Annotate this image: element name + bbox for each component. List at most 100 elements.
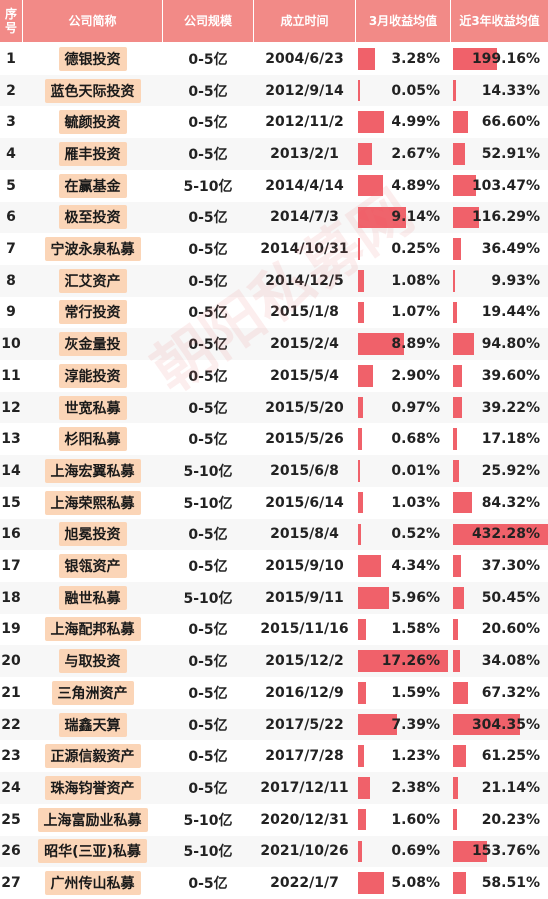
row-number: 2 xyxy=(6,82,16,99)
ret3y-cell: 199.16% xyxy=(453,48,548,70)
founded-date: 2015/8/4 xyxy=(270,526,339,543)
company-name: 上海荣熙私募 xyxy=(44,490,141,515)
ret3y-cell: 36.49% xyxy=(453,238,548,260)
ret3y-bar xyxy=(453,333,474,355)
ret3y-cell: 103.47% xyxy=(453,174,548,197)
company-name: 常行投资 xyxy=(58,300,127,325)
ret3m-value: 8.89% xyxy=(391,336,440,353)
company-name: 上海宏翼私募 xyxy=(44,458,141,483)
ret3m-cell: 4.34% xyxy=(358,555,448,577)
founded-date: 2017/12/11 xyxy=(260,779,349,796)
company-name: 在赢基金 xyxy=(58,173,127,198)
ret3m-bar xyxy=(358,840,362,863)
company-scale: 0-5亿 xyxy=(188,337,228,354)
ret3m-value: 1.60% xyxy=(391,811,440,828)
company-name: 三角洲资产 xyxy=(51,680,134,705)
company-name-cell: 雁丰投资 xyxy=(23,138,162,170)
company-name-cell: 与取投资 xyxy=(23,645,162,677)
ret3m-value: 9.14% xyxy=(391,209,440,226)
company-name: 汇艾资产 xyxy=(58,268,127,293)
ret3m-cell: 0.69% xyxy=(358,840,448,863)
ret3m-cell: 5.08% xyxy=(358,872,448,894)
founded-date: 2015/5/20 xyxy=(265,399,344,416)
ret3y-bar xyxy=(453,650,461,672)
ret3y-value: 36.49% xyxy=(481,241,540,258)
table-row: 25 上海富励业私募 5-10亿 2020/12/31 1.60% 20.23% xyxy=(0,804,548,836)
ret3y-value: 67.32% xyxy=(481,684,540,701)
ret3m-cell: 7.39% xyxy=(358,713,448,736)
founded-date: 2022/1/7 xyxy=(270,875,339,892)
founded-date: 2015/11/16 xyxy=(260,621,349,638)
founded-date: 2017/7/28 xyxy=(265,748,344,765)
company-scale: 0-5亿 xyxy=(188,527,228,544)
ret3m-cell: 2.67% xyxy=(358,143,448,165)
ret3y-value: 84.32% xyxy=(481,494,540,511)
ret3m-value: 7.39% xyxy=(391,716,440,733)
table-row: 2 蓝色天际投资 0-5亿 2012/9/14 0.05% 14.33% xyxy=(0,74,548,107)
company-name: 极至投资 xyxy=(58,205,127,230)
company-name: 灰金量投 xyxy=(58,332,127,357)
ret3m-value: 0.97% xyxy=(391,399,440,416)
ret3y-value: 116.29% xyxy=(471,209,540,226)
ret3y-cell: 84.32% xyxy=(453,491,548,514)
ret3y-value: 66.60% xyxy=(481,114,540,131)
ret3m-cell: 0.05% xyxy=(358,79,448,102)
company-name-cell: 毓颜投资 xyxy=(23,106,162,138)
ret3m-bar xyxy=(358,79,360,102)
company-scale: 0-5亿 xyxy=(188,559,228,576)
company-name: 与取投资 xyxy=(58,649,127,674)
ret3m-value: 0.01% xyxy=(391,462,440,479)
ret3y-bar xyxy=(453,143,465,165)
company-name-cell: 极至投资 xyxy=(23,202,162,234)
ret3m-value: 3.28% xyxy=(391,50,440,67)
ret3y-cell: 153.76% xyxy=(453,840,548,863)
company-name-cell: 瑞鑫天算 xyxy=(23,709,162,741)
header-scale: 公司规模 xyxy=(163,0,253,42)
ret3m-value: 1.59% xyxy=(391,684,440,701)
ret3m-bar xyxy=(358,428,362,451)
company-name: 瑞鑫天算 xyxy=(58,712,127,737)
ret3m-value: 2.67% xyxy=(391,145,440,162)
company-name: 上海富励业私募 xyxy=(37,807,148,832)
ret3m-bar xyxy=(358,301,364,324)
ret3m-cell: 0.52% xyxy=(358,523,448,546)
table-row: 26 昭华(三亚)私募 5-10亿 2021/10/26 0.69% 153.76% xyxy=(0,835,548,868)
table-row: 27 广州传山私募 0-5亿 2022/1/7 5.08% 58.51% xyxy=(0,867,548,899)
company-scale: 0-5亿 xyxy=(188,717,228,734)
row-number: 23 xyxy=(1,748,21,765)
company-name-cell: 灰金量投 xyxy=(23,328,162,360)
founded-date: 2016/12/9 xyxy=(265,684,344,701)
ret3y-value: 20.60% xyxy=(481,621,540,638)
table-row: 15 上海荣熙私募 5-10亿 2015/6/14 1.03% 84.32% xyxy=(0,487,548,519)
ret3m-value: 1.03% xyxy=(391,494,440,511)
table-row: 16 旭冕投资 0-5亿 2015/8/4 0.52% 432.28% xyxy=(0,518,548,551)
ret3y-bar xyxy=(453,555,462,577)
ret3y-bar xyxy=(453,777,458,799)
company-name-cell: 在赢基金 xyxy=(23,170,162,202)
company-name: 旭冕投资 xyxy=(58,522,127,547)
founded-date: 2015/5/4 xyxy=(270,367,339,384)
ret3m-value: 4.34% xyxy=(391,558,440,575)
row-number: 12 xyxy=(1,399,21,416)
company-scale: 0-5亿 xyxy=(188,432,228,449)
row-number: 25 xyxy=(1,811,21,828)
ret3m-bar xyxy=(358,269,364,292)
ret3y-cell: 58.51% xyxy=(453,872,548,894)
header-ret3y: 近3年收益均值 xyxy=(451,0,548,42)
ret3m-bar xyxy=(358,365,374,387)
ret3m-value: 1.08% xyxy=(391,272,440,289)
ret3y-value: 39.22% xyxy=(481,399,540,416)
ret3y-bar xyxy=(453,365,462,387)
ret3y-value: 20.23% xyxy=(481,811,540,828)
founded-date: 2014/12/5 xyxy=(265,272,344,289)
company-scale: 5-10亿 xyxy=(183,463,233,480)
table-row: 4 雁丰投资 0-5亿 2013/2/1 2.67% 52.91% xyxy=(0,138,548,170)
ret3y-cell: 39.60% xyxy=(453,365,548,387)
ret3y-bar xyxy=(453,206,479,229)
row-number: 18 xyxy=(1,589,21,606)
ret3y-bar xyxy=(453,269,456,292)
table-row: 18 融世私募 5-10亿 2015/9/11 5.96% 50.45% xyxy=(0,581,548,614)
ret3y-cell: 116.29% xyxy=(453,206,548,229)
founded-date: 2013/2/1 xyxy=(270,145,339,162)
row-number: 9 xyxy=(6,304,16,321)
